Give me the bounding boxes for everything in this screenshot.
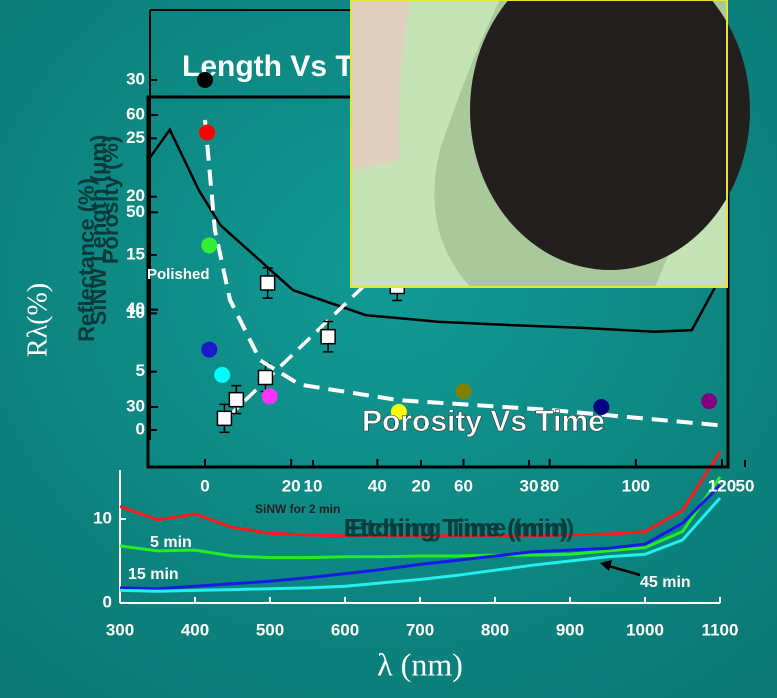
porosity-point bbox=[197, 72, 213, 88]
series-label: Polished bbox=[147, 266, 210, 283]
x-tick-label: 1100 bbox=[702, 620, 739, 639]
porosity-point bbox=[201, 237, 217, 253]
length-point bbox=[217, 411, 231, 425]
x-tick-label: 30 bbox=[520, 476, 539, 495]
y-tick-label: 30 bbox=[126, 396, 145, 415]
porosity-point bbox=[701, 393, 717, 409]
x-tick-label: 900 bbox=[556, 620, 584, 639]
y-axis-label: Porosity (%) bbox=[98, 136, 123, 264]
length-point bbox=[229, 393, 243, 407]
porosity-point bbox=[262, 388, 278, 404]
y-tick-label: 25 bbox=[126, 128, 145, 147]
porosity-point bbox=[201, 342, 217, 358]
y-tick-label: 0 bbox=[136, 419, 145, 438]
y-tick-label: 15 bbox=[126, 244, 145, 263]
x-tick-label: 1000 bbox=[626, 620, 664, 639]
series-label: SiNW for 2 min bbox=[255, 502, 340, 516]
length-point bbox=[258, 371, 272, 385]
chart-title: Porosity Vs Time bbox=[362, 405, 605, 438]
x-axis-label: Etching Time (min) bbox=[350, 515, 575, 543]
x-tick-label: 20 bbox=[412, 476, 431, 495]
porosity-point bbox=[199, 125, 215, 141]
x-tick-label: 100 bbox=[622, 476, 650, 495]
porosity-point bbox=[456, 383, 472, 399]
x-tick-label: 10 bbox=[304, 476, 323, 495]
x-tick-label: 500 bbox=[256, 620, 284, 639]
x-tick-label: 20 bbox=[282, 476, 301, 495]
x-tick-label: 40 bbox=[368, 476, 387, 495]
series-label: 45 min bbox=[640, 574, 691, 591]
wafer-photo bbox=[351, 0, 750, 287]
y-tick-label: 60 bbox=[126, 104, 145, 123]
y-tick-label: 0 bbox=[103, 592, 112, 611]
x-tick-label: 300 bbox=[106, 620, 134, 639]
length-point bbox=[261, 276, 275, 290]
slide: 30040050060070080090010001100010Length V… bbox=[0, 0, 777, 698]
y-tick-label: 5 bbox=[136, 361, 145, 380]
x-axis-label: λ (nm) bbox=[377, 646, 463, 682]
page: 30040050060070080090010001100010Length V… bbox=[0, 0, 777, 698]
x-tick-label: 120 bbox=[708, 476, 736, 495]
y-axis-label: Rλ(%) bbox=[22, 283, 53, 357]
y-tick-label: 30 bbox=[126, 69, 145, 88]
series-label: 15 min bbox=[128, 566, 179, 583]
x-tick-label: 80 bbox=[540, 476, 559, 495]
x-tick-label: 60 bbox=[454, 476, 473, 495]
y-tick-label: 50 bbox=[126, 202, 145, 221]
porosity-point bbox=[214, 367, 230, 383]
series-label: 5 min bbox=[150, 534, 192, 551]
y-tick-label: 40 bbox=[126, 299, 145, 318]
x-tick-label: 400 bbox=[181, 620, 209, 639]
x-tick-label: 800 bbox=[481, 620, 509, 639]
length-point bbox=[321, 330, 335, 344]
x-tick-label: 600 bbox=[331, 620, 359, 639]
x-tick-label: 50 bbox=[736, 476, 755, 495]
x-tick-label: 0 bbox=[200, 476, 209, 495]
y-tick-label: 10 bbox=[93, 508, 112, 527]
x-tick-label: 700 bbox=[406, 620, 434, 639]
